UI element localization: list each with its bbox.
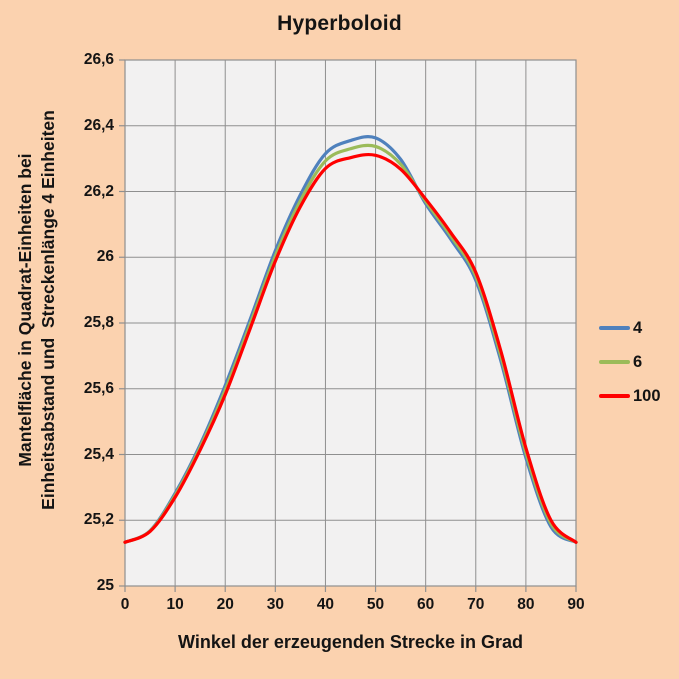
legend-item-100: 100 (599, 379, 661, 413)
y-tick-label: 25,2 (83, 511, 114, 529)
x-tick-label: 60 (417, 596, 435, 613)
x-tick-label: 0 (120, 596, 130, 613)
y-tick-label: 26,2 (83, 182, 114, 200)
x-tick-label: 30 (266, 596, 284, 613)
legend: 4 6 100 (599, 311, 661, 413)
y-tick-label: 25 (96, 577, 114, 594)
legend-swatch-6 (599, 360, 630, 364)
x-tick-label: 50 (366, 596, 385, 613)
legend-label: 100 (633, 386, 661, 405)
x-axis-title: Winkel der erzeugenden Strecke in Grad (178, 632, 523, 652)
y-tick-label: 26,6 (83, 51, 114, 68)
legend-item-4: 4 (599, 311, 661, 345)
y-tick-label: 26,4 (83, 116, 114, 134)
legend-label: 4 (633, 318, 643, 337)
plot-border (124, 59, 577, 587)
legend-swatch-4 (599, 326, 630, 330)
x-tick-label: 40 (316, 596, 335, 613)
legend-label: 6 (633, 352, 643, 371)
legend-item-6: 6 (599, 345, 661, 379)
series-line-100 (123, 152, 578, 544)
y-tick-label: 26 (96, 248, 114, 266)
y-tick-label: 25,8 (83, 314, 114, 331)
x-tick-label: 90 (567, 596, 585, 613)
legend-swatch-100 (599, 394, 630, 398)
x-tick-label: 70 (467, 596, 485, 613)
x-tick-label: 80 (517, 596, 535, 613)
x-tick-label: 20 (216, 596, 234, 613)
y-tick-label: 25,6 (83, 379, 114, 397)
y-tick-label: 25,4 (83, 445, 114, 463)
x-tick-label: 10 (166, 596, 184, 613)
chart-title: Hyperboloid (277, 12, 402, 35)
